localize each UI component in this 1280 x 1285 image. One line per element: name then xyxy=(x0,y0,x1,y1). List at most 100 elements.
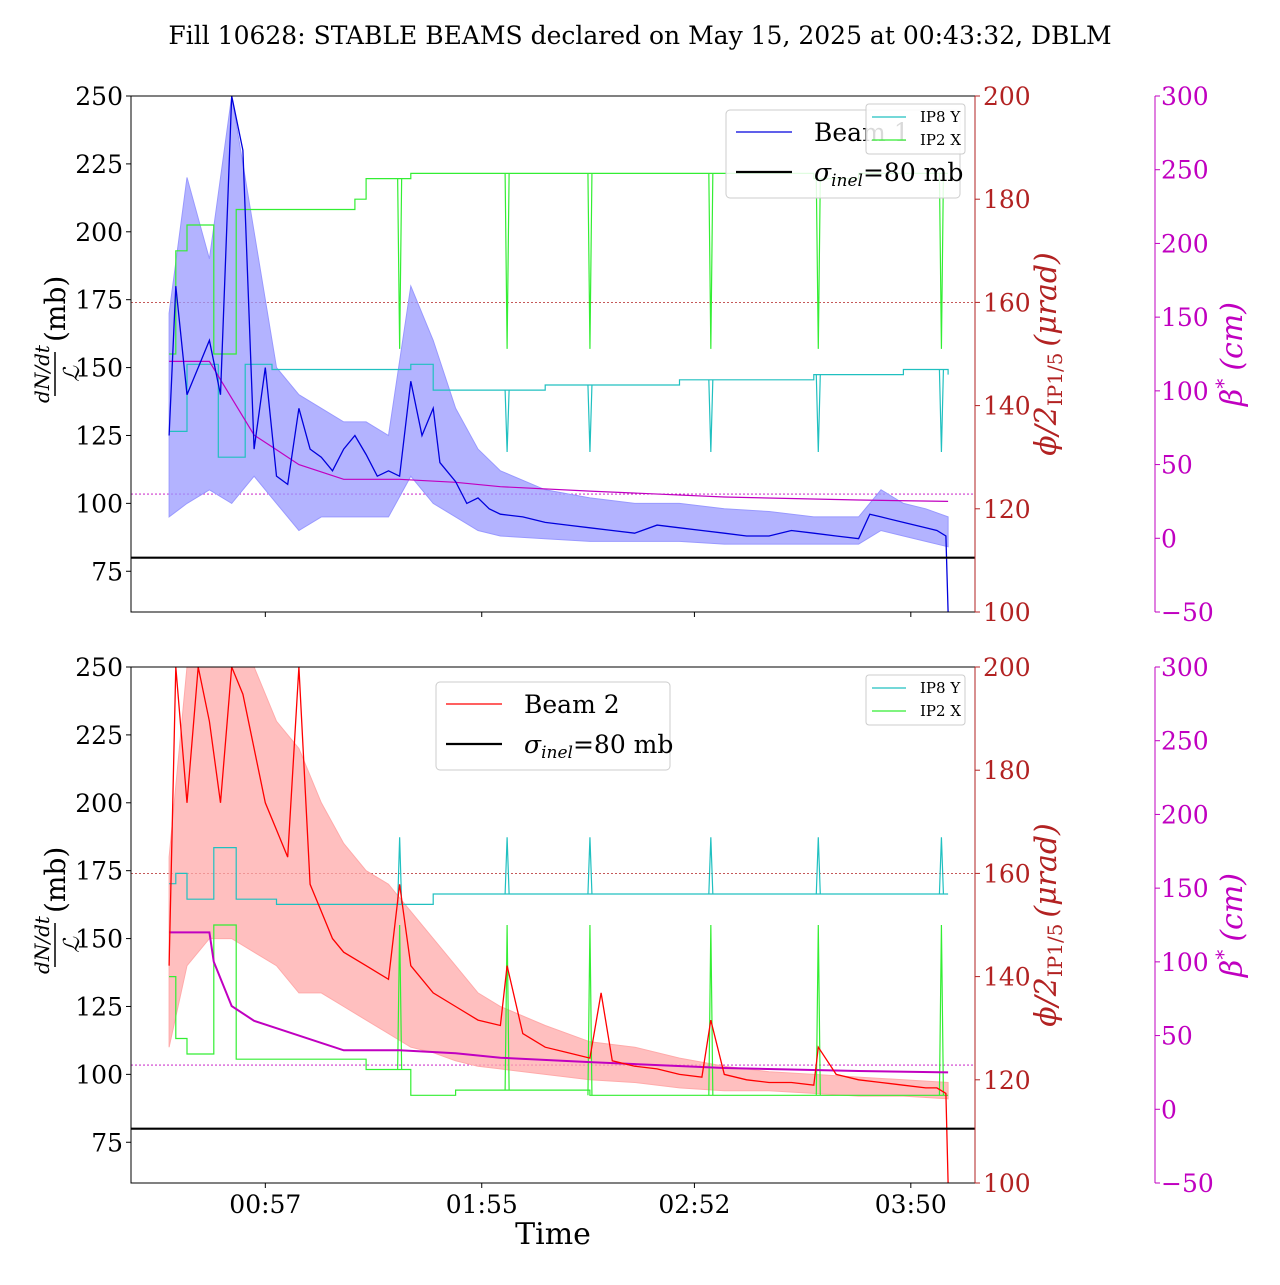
panel-bottom: 75 100 125 150 175 200 225 250 100 120 140 160 180 20… xyxy=(30,653,1250,1219)
legend-sigma-symbol: σ xyxy=(524,730,542,759)
crossing-tick-label: 200 xyxy=(983,82,1031,111)
beta-axis-label-sup: * xyxy=(1211,950,1235,960)
beta-axis-label-unit: (cm) xyxy=(1215,873,1250,942)
left-axis-label-numerator: dN/dt xyxy=(30,915,54,974)
beta-axis-label-main: β xyxy=(1215,389,1250,407)
left-axis-label-denominator: ℒ xyxy=(60,365,85,382)
left-axis-label: dN/dt ℒ (mb) xyxy=(30,847,85,974)
ip2x-excursion xyxy=(815,178,821,349)
left-tick-label: 175 xyxy=(75,857,123,886)
beta-star-line xyxy=(169,931,949,1074)
crossing-tick-label: 160 xyxy=(983,288,1031,317)
ip2x-line xyxy=(169,172,949,355)
beam-line xyxy=(168,96,949,612)
ip8y-excursion xyxy=(938,837,945,895)
panel-top: 75 100 125 150 175 200 225 250 100 120 140 160 180 20… xyxy=(30,82,1250,627)
left-axis-label-unit: (mb) xyxy=(39,847,72,913)
legend-ip8y-label: IP8 Y xyxy=(920,679,961,697)
beta-tick-label: 200 xyxy=(1161,229,1209,258)
left-tick-label: 200 xyxy=(75,789,123,818)
legend-ip2x-label: IP2 X xyxy=(920,702,961,720)
x-tick-label: 00:57 xyxy=(229,1190,301,1219)
beta-tick-label: 0 xyxy=(1161,1095,1177,1124)
ip2x-excursion xyxy=(587,173,593,349)
ip8y-excursion xyxy=(397,837,403,905)
crossing-tick-label: 120 xyxy=(983,1066,1031,1095)
crossing-axis-label-sub: IP1/5 xyxy=(1043,924,1067,978)
beta-tick-label: 200 xyxy=(1161,800,1209,829)
beam-band xyxy=(168,96,949,548)
chart-title: Fill 10628: STABLE BEAMS declared on May… xyxy=(168,21,1111,50)
crossing-tick-label: 120 xyxy=(983,495,1031,524)
beta-axis-label-sup: * xyxy=(1211,379,1235,389)
left-tick-label: 75 xyxy=(91,557,123,586)
legend-sigma-sub: inel xyxy=(541,743,573,763)
beta-tick-label: 250 xyxy=(1161,727,1209,756)
ip8y-excursion xyxy=(504,837,510,895)
left-axis-label: dN/dt ℒ (mb) xyxy=(30,276,85,403)
beta-star-line xyxy=(169,360,949,502)
left-tick-label: 125 xyxy=(75,992,123,1021)
ip2x-excursion xyxy=(815,924,821,1096)
crossing-axis-label-unit: (μrad) xyxy=(1029,252,1064,346)
crossing-tick-label: 140 xyxy=(983,963,1031,992)
left-tick-label: 150 xyxy=(75,925,123,954)
ip8y-line xyxy=(169,363,949,458)
left-axis-label-numerator: dN/dt xyxy=(30,344,54,403)
beta-tick-label: 50 xyxy=(1161,451,1193,480)
ip8y-excursion xyxy=(815,837,821,895)
crossing-axis-label-unit: (μrad) xyxy=(1029,823,1064,917)
ip2x-excursion xyxy=(397,178,403,349)
left-tick-label: 175 xyxy=(75,286,123,315)
crossing-tick-label: 200 xyxy=(983,653,1031,682)
left-tick-label: 250 xyxy=(75,653,123,682)
ip8y-excursion xyxy=(708,837,714,895)
left-tick-label: 100 xyxy=(75,1060,123,1089)
legend-ip8y-label: IP8 Y xyxy=(920,108,961,126)
ip2x-line xyxy=(169,924,949,1096)
crossing-axis-label-main: ϕ/2 xyxy=(1029,406,1064,456)
x-tick-label: 02:52 xyxy=(658,1190,730,1219)
beam-band xyxy=(168,667,949,1100)
beta-tick-label: 250 xyxy=(1161,156,1209,185)
beta-axis-label-unit: (cm) xyxy=(1215,302,1250,371)
ip2x-excursion xyxy=(708,924,714,1096)
left-tick-label: 100 xyxy=(75,489,123,518)
ip2x-excursion xyxy=(504,924,510,1091)
beta-tick-label: 0 xyxy=(1161,524,1177,553)
beta-axis-label-main: β xyxy=(1215,960,1250,978)
ip2x-excursion xyxy=(504,173,510,349)
crossing-tick-label: 180 xyxy=(983,756,1031,785)
legend-sigma-label: σinel=80 mb xyxy=(814,158,963,191)
crossing-tick-label: 100 xyxy=(983,598,1031,627)
crossing-axis-label-sub: IP1/5 xyxy=(1043,353,1067,407)
ip8y-excursion xyxy=(587,837,593,895)
left-tick-label: 150 xyxy=(75,354,123,383)
ip2x-excursion xyxy=(397,924,403,1070)
ip8y-excursion xyxy=(587,384,593,453)
beta-tick-label: 300 xyxy=(1161,653,1209,682)
beta-tick-label: 300 xyxy=(1161,82,1209,111)
ip2x-excursion xyxy=(587,924,593,1096)
left-tick-label: 75 xyxy=(91,1128,123,1157)
legend-sigma-value: =80 mb xyxy=(573,730,673,759)
legend-beam-label: Beam 2 xyxy=(524,690,620,719)
left-tick-label: 225 xyxy=(75,150,123,179)
left-axis-label-denominator: ℒ xyxy=(60,936,85,953)
ip8y-excursion xyxy=(938,369,945,453)
beam-line xyxy=(168,667,949,1183)
beta-axis-label: β* (cm) xyxy=(1211,873,1250,978)
x-tick-label: 01:55 xyxy=(446,1190,518,1219)
ip8y-excursion xyxy=(708,379,714,453)
legend-sigma-sub: inel xyxy=(831,171,863,191)
beta-tick-label: 150 xyxy=(1161,874,1209,903)
ip8y-excursion xyxy=(504,390,510,453)
ip2x-excursion xyxy=(938,173,945,349)
beta-tick-label: 100 xyxy=(1161,377,1209,406)
left-tick-label: 225 xyxy=(75,721,123,750)
left-axis-label-unit: (mb) xyxy=(39,276,72,342)
ip2x-excursion xyxy=(708,173,714,349)
beta-tick-label: 50 xyxy=(1161,1022,1193,1051)
beta-tick-label: −50 xyxy=(1161,598,1214,627)
